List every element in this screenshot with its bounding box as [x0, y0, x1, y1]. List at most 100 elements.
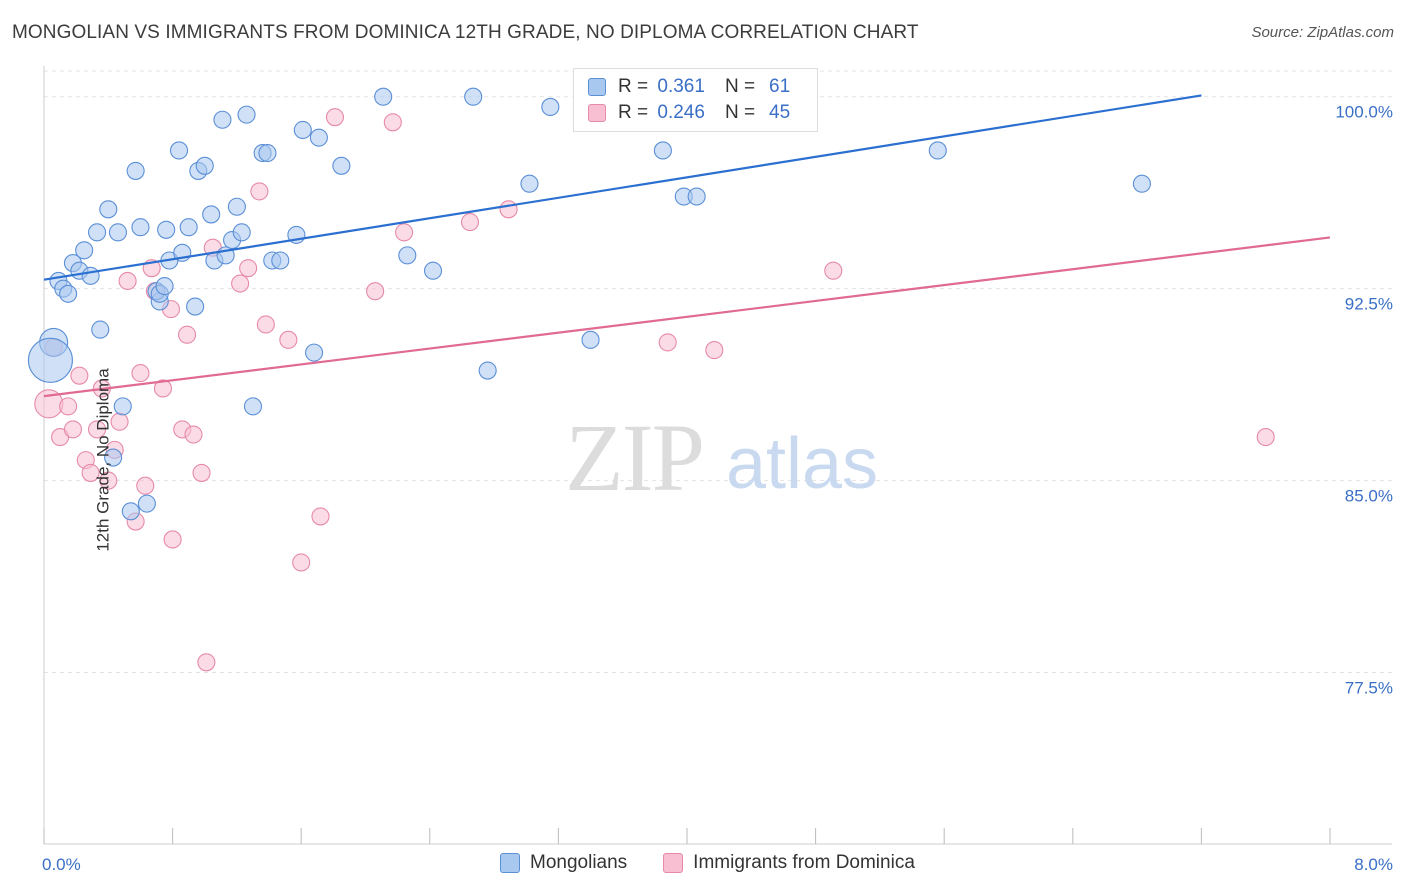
y-tick-label: 100.0%	[1335, 103, 1393, 122]
source-label: Source: ZipAtlas.com	[1251, 24, 1394, 41]
legend-row-mongolians: R = 0.361 N = 61	[588, 75, 790, 99]
data-point-mongolians	[423, 261, 443, 280]
data-point-dominica	[99, 471, 118, 490]
chart-title: MONGOLIAN VS IMMIGRANTS FROM DOMINICA 12…	[12, 22, 919, 43]
data-point-mongolians	[213, 110, 232, 129]
x-tick-label: 0.0%	[42, 855, 81, 874]
y-tick-label: 92.5%	[1345, 295, 1393, 314]
data-point-mongolians	[131, 218, 150, 237]
legend-r-value-dominica: 0.246	[657, 102, 705, 123]
watermark-zip: ZIP	[565, 404, 703, 511]
legend-n-label: N =	[724, 76, 756, 97]
data-point-dominica	[118, 271, 137, 291]
data-point-mongolians	[137, 494, 156, 513]
legend-r-label: R =	[618, 102, 649, 123]
data-point-dominica	[705, 341, 724, 360]
legend-label-mongolians: Mongolians	[530, 852, 628, 873]
data-point-mongolians	[59, 284, 78, 303]
y-tick-label: 77.5%	[1345, 679, 1393, 698]
data-point-mongolians	[186, 297, 205, 316]
data-point-dominica	[192, 463, 211, 482]
data-point-mongolians	[155, 277, 174, 296]
data-point-dominica	[325, 108, 345, 127]
legend-r-value-mongolians: 0.361	[657, 76, 705, 97]
legend-n-value-dominica: 45	[769, 102, 791, 123]
trend-line-mongolians	[43, 94, 1202, 281]
data-point-mongolians	[27, 337, 73, 383]
data-point-mongolians	[75, 241, 94, 260]
watermark: ZIP atlas	[565, 404, 878, 511]
data-point-dominica	[292, 553, 311, 572]
legend-swatch-mongolians	[588, 78, 606, 96]
data-point-mongolians	[91, 320, 110, 339]
data-point-dominica	[1256, 428, 1275, 447]
data-point-mongolians	[305, 343, 324, 362]
data-point-dominica	[197, 653, 216, 672]
data-point-mongolians	[464, 87, 483, 106]
data-point-dominica	[70, 366, 89, 385]
series-legend: Mongolians Immigrants from Dominica	[500, 852, 951, 874]
data-point-mongolians	[271, 251, 290, 270]
data-point-dominica	[131, 364, 150, 383]
x-tick-label: 8.0%	[1354, 855, 1393, 874]
data-point-mongolians	[293, 120, 312, 140]
data-point-mongolians	[104, 448, 123, 467]
trend-line-dominica	[43, 236, 1331, 398]
data-point-mongolians	[541, 97, 560, 116]
legend-swatch-mongolians	[500, 853, 520, 873]
data-point-mongolians	[113, 397, 132, 416]
data-point-dominica	[231, 274, 250, 293]
data-point-mongolians	[928, 141, 947, 160]
data-point-dominica	[184, 425, 203, 444]
data-point-mongolians	[81, 266, 100, 285]
legend-row-dominica: R = 0.246 N = 45	[588, 101, 790, 125]
legend-n-value-mongolians: 61	[769, 76, 791, 97]
data-point-dominica	[256, 315, 275, 334]
data-point-dominica	[63, 420, 82, 439]
stats-legend: R = 0.361 N = 61 R = 0.246 N = 45	[573, 68, 818, 132]
data-point-dominica	[824, 261, 843, 280]
data-point-mongolians	[581, 330, 600, 349]
watermark-atlas: atlas	[726, 424, 878, 504]
trend-lines	[43, 94, 1331, 398]
data-point-mongolians	[520, 174, 539, 193]
data-point-mongolians	[243, 397, 263, 416]
data-point-dominica	[658, 333, 677, 352]
data-point-mongolians	[398, 246, 417, 265]
data-point-mongolians	[653, 141, 672, 160]
data-point-mongolians	[195, 156, 214, 175]
data-point-mongolians	[202, 205, 221, 224]
data-point-dominica	[250, 182, 269, 201]
data-point-dominica	[136, 476, 155, 495]
series-mongolians-points	[27, 87, 1151, 521]
legend-item-mongolians: Mongolians	[500, 852, 627, 874]
data-point-mongolians	[1132, 174, 1151, 193]
data-point-dominica	[366, 282, 385, 301]
legend-item-dominica: Immigrants from Dominica	[663, 852, 915, 874]
data-point-dominica	[87, 420, 107, 439]
data-point-mongolians	[99, 200, 118, 219]
data-point-dominica	[279, 330, 298, 349]
data-point-dominica	[311, 507, 330, 526]
data-point-mongolians	[126, 161, 145, 180]
data-point-dominica	[59, 397, 78, 416]
legend-swatch-dominica	[588, 104, 606, 122]
data-point-mongolians	[309, 128, 328, 147]
data-point-mongolians	[687, 187, 706, 206]
data-point-mongolians	[227, 197, 246, 216]
data-point-dominica	[163, 530, 182, 549]
data-point-mongolians	[87, 223, 107, 242]
axes	[43, 66, 1392, 845]
series-dominica-points	[34, 108, 1275, 672]
data-point-mongolians	[332, 156, 351, 175]
y-axis-label: 12th Grade, No Diploma	[93, 368, 113, 552]
data-point-mongolians	[478, 361, 497, 380]
tick-labels: 77.5% 85.0% 92.5% 100.0% 0.0% 8.0%	[42, 103, 1393, 874]
data-point-dominica	[239, 259, 258, 278]
data-point-mongolians	[374, 87, 393, 106]
data-point-dominica	[178, 325, 197, 344]
data-point-dominica	[383, 113, 402, 132]
data-point-mongolians	[237, 105, 256, 124]
data-point-dominica	[499, 200, 518, 219]
